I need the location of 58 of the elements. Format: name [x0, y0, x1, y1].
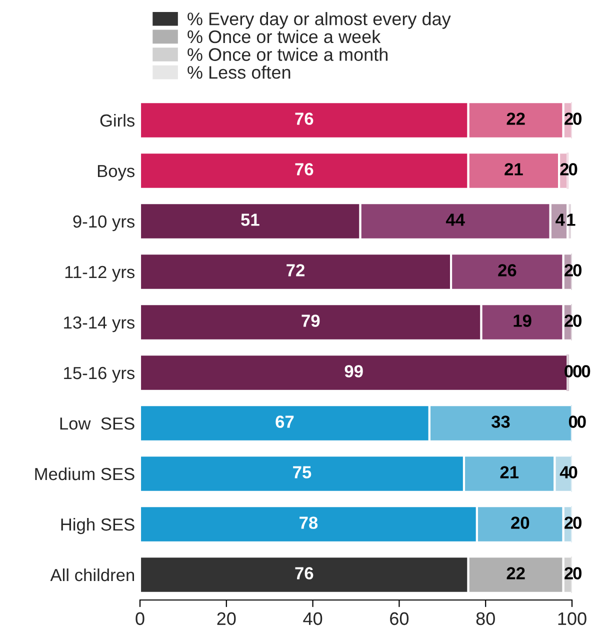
data-label: 0 — [568, 163, 578, 176]
data-label: 0 — [573, 314, 582, 327]
data-label: 21 — [500, 466, 519, 478]
y-tick-label: All children — [50, 568, 134, 582]
data-label: 0 — [573, 112, 582, 125]
data-label: 0 — [573, 567, 582, 580]
data-label: 76 — [295, 567, 314, 580]
data-label: 51 — [241, 214, 260, 226]
legend-label: % Less often — [188, 66, 290, 79]
data-label: 2 — [560, 163, 569, 176]
data-label: 75 — [293, 466, 312, 478]
data-label: 1 — [567, 214, 576, 226]
data-label: 21 — [504, 163, 523, 176]
data-label: 2 — [564, 112, 573, 125]
y-tick-label: Boys — [98, 165, 135, 181]
y-tick-label: 15-16 yrs — [64, 366, 135, 383]
legend-label: % Once or twice a week — [188, 30, 381, 44]
data-label: 2 — [564, 314, 573, 327]
data-label: 33 — [491, 416, 510, 428]
data-label: 0 — [573, 516, 582, 529]
data-label: 19 — [514, 314, 532, 327]
x-tick-label: 20 — [217, 612, 236, 626]
data-label: 2 — [564, 516, 573, 529]
y-tick-label: 13-14 yrs — [64, 316, 135, 332]
data-label: 78 — [300, 516, 318, 529]
data-label: 72 — [286, 264, 304, 276]
data-label: 0 — [573, 264, 582, 276]
data-label: 2 — [564, 567, 573, 580]
y-tick-label: Low SES — [60, 417, 134, 430]
data-label: 0 — [573, 365, 582, 378]
data-label: 4 — [560, 466, 570, 478]
y-tick-label: Girls — [100, 114, 135, 127]
data-label: 76 — [295, 163, 314, 176]
y-tick-label: High SES — [61, 518, 134, 534]
y-tick-label: 11-12 yrs — [65, 266, 135, 282]
data-label: 0 — [568, 466, 578, 478]
y-tick-label: 9-10 yrs — [73, 215, 135, 232]
data-label: 76 — [295, 112, 314, 125]
legend-label: % Once or twice a month — [188, 48, 388, 61]
data-label: 99 — [344, 365, 363, 378]
data-label: 67 — [276, 416, 294, 428]
data-label: 44 — [446, 214, 465, 226]
legend-label: % Every day or almost every day — [188, 12, 451, 29]
data-label: 4 — [556, 214, 565, 226]
data-label: 2 — [564, 264, 573, 276]
data-label: 26 — [498, 264, 516, 276]
data-label: 22 — [506, 112, 525, 125]
x-tick-label: 40 — [303, 612, 322, 626]
data-label: 0 — [578, 416, 586, 428]
x-tick-label: 60 — [390, 612, 409, 626]
data-label: 0 — [582, 365, 590, 378]
x-tick-label: 0 — [136, 612, 144, 626]
data-label: 22 — [506, 567, 525, 580]
x-tick-label: 100 — [558, 612, 586, 626]
y-tick-label: Medium SES — [35, 467, 134, 480]
data-label: 79 — [302, 314, 320, 327]
x-tick-label: 80 — [476, 612, 495, 626]
data-label: 20 — [511, 516, 530, 529]
